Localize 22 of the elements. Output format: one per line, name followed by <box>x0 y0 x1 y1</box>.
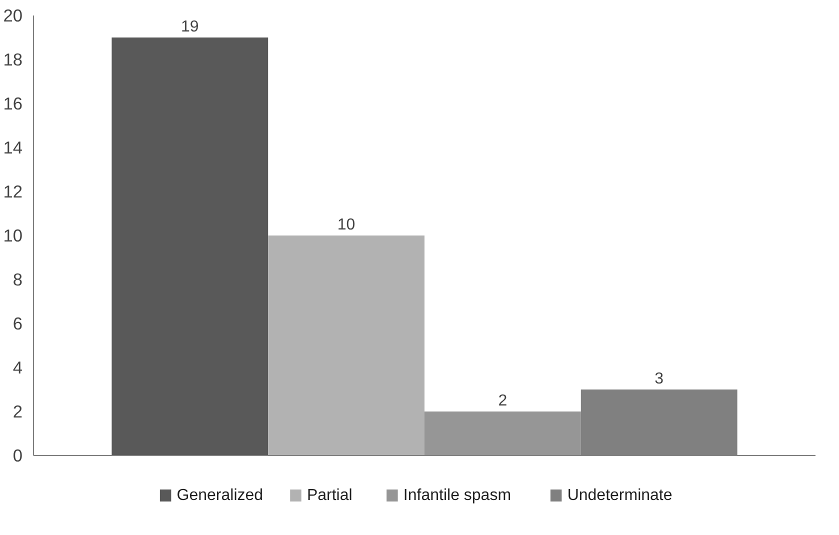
y-tick-label: 6 <box>12 314 23 334</box>
y-tick-label: 12 <box>3 182 23 202</box>
y-tick-label: 20 <box>3 6 23 26</box>
bar <box>268 236 424 456</box>
legend-label: Infantile spasm <box>403 487 512 504</box>
y-tick-label: 4 <box>12 358 23 378</box>
y-tick-label: 0 <box>12 446 23 466</box>
data-label: 3 <box>654 370 664 388</box>
bar <box>112 38 268 456</box>
legend-label: Partial <box>306 487 352 504</box>
bar <box>424 412 581 456</box>
y-tick-label: 2 <box>12 402 23 422</box>
legend-label: Generalized <box>176 487 264 504</box>
y-tick-label: 18 <box>3 50 23 70</box>
data-label: 19 <box>181 18 199 36</box>
legend-label: Undeterminate <box>567 487 672 504</box>
data-label: 10 <box>337 216 356 234</box>
y-tick-label: 8 <box>12 270 23 290</box>
y-tick-label: 14 <box>3 138 23 158</box>
y-tick-label: 16 <box>3 94 23 114</box>
y-tick-label: 10 <box>3 226 23 246</box>
data-label: 2 <box>498 392 508 410</box>
